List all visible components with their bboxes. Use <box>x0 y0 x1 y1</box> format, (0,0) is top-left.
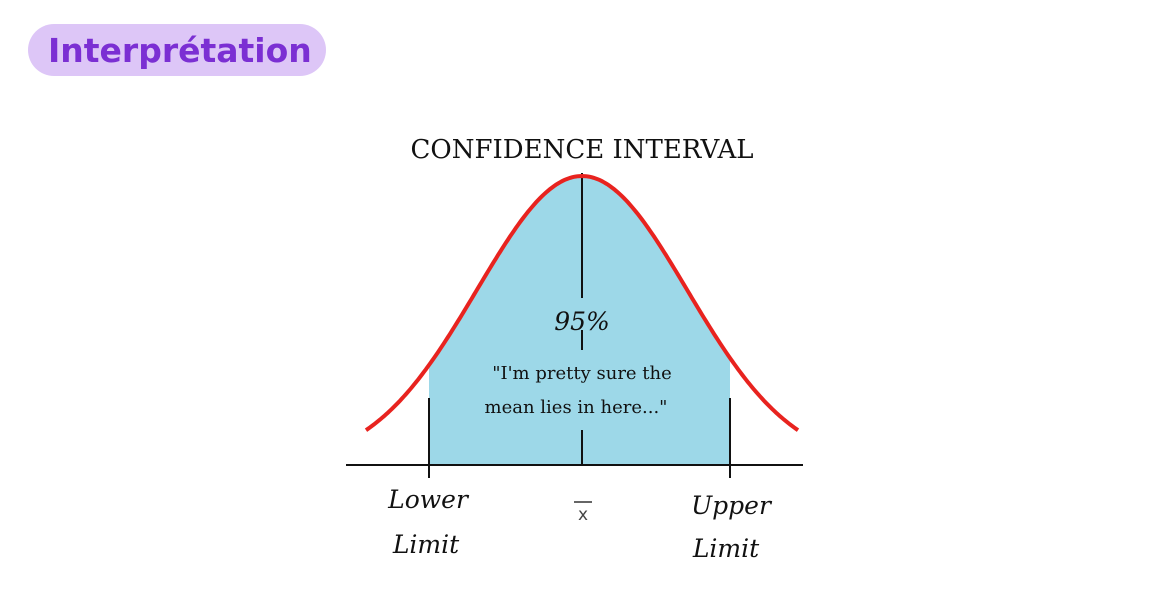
lower-limit-label-line2: Limit <box>392 530 460 559</box>
upper-limit-label-line1: Upper <box>691 491 773 520</box>
section-badge: Interprétation <box>28 24 326 76</box>
quote-line-1: "I'm pretty sure the <box>492 363 672 384</box>
mean-label: x <box>578 505 588 525</box>
diagram-title: CONFIDENCE INTERVAL <box>410 135 753 165</box>
percent-label: 95% <box>554 307 610 336</box>
bell-curve <box>364 173 800 432</box>
section-badge-label: Interprétation <box>48 30 312 70</box>
quote-line-2: mean lies in here..." <box>485 397 668 418</box>
upper-limit-label-line2: Limit <box>692 534 760 563</box>
lower-limit-label-line1: Lower <box>387 485 470 514</box>
